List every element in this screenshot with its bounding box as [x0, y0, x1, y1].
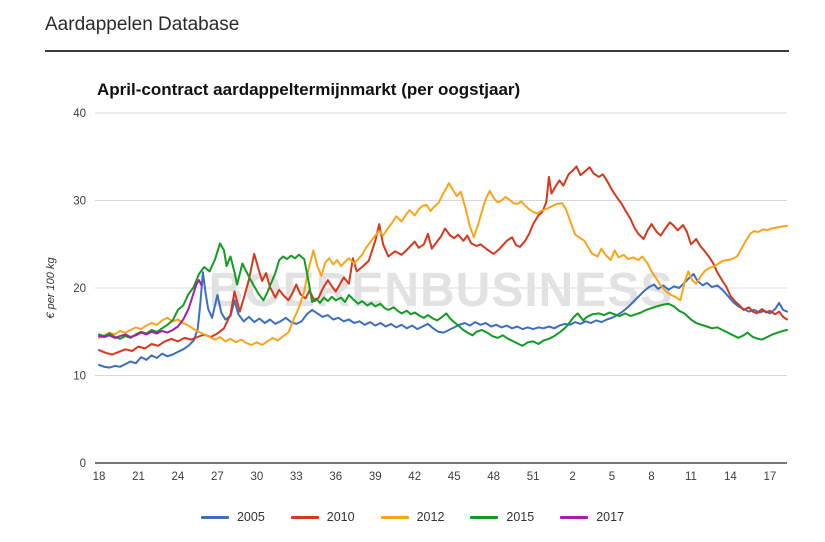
y-axis-title: € per 100 kg: [45, 257, 57, 319]
legend-item-2017[interactable]: 2017: [560, 510, 624, 524]
x-tick-label: 2: [569, 471, 575, 483]
legend-swatch-2012-icon: [380, 515, 409, 519]
legend-item-2010[interactable]: 2010: [290, 510, 355, 524]
series-2010-line: [98, 165, 788, 356]
chart-legend: 2005 2010 2012 2015 2017: [0, 510, 825, 524]
watermark: BOERENBUSINESS: [209, 264, 674, 317]
x-tick-label: 11: [685, 471, 697, 483]
legend-swatch-2010-icon: [290, 515, 319, 519]
x-tick-label: 51: [527, 471, 540, 483]
x-tick-label: 18: [93, 471, 106, 483]
x-tick-label: 33: [290, 471, 303, 483]
x-tick-label: 48: [487, 471, 500, 483]
x-tick-label: 24: [172, 471, 185, 483]
legend-swatch-2005-icon: [200, 515, 229, 519]
x-tick-label: 21: [132, 471, 145, 483]
x-tick-label: 30: [251, 471, 264, 483]
series-2015-line: [98, 242, 788, 347]
legend-label: 2005: [236, 510, 265, 524]
y-tick-label: 20: [73, 283, 86, 295]
series-2005-line: [98, 271, 788, 369]
y-tick-label: 30: [73, 196, 86, 208]
series-2017-line: [98, 279, 203, 339]
legend-item-2012[interactable]: 2012: [380, 510, 445, 524]
x-tick-label: 5: [609, 471, 615, 483]
chart-title: April-contract aardappeltermijnmarkt (pe…: [97, 80, 521, 99]
y-tick-label: 40: [73, 108, 86, 120]
y-tick-label: 0: [80, 458, 86, 470]
x-tick-label: 27: [211, 471, 224, 483]
x-tick-label: 17: [764, 471, 777, 483]
y-tick-label: 10: [73, 371, 86, 383]
legend-label: 2010: [326, 510, 355, 524]
header-rule: [45, 50, 789, 52]
legend-item-2015[interactable]: 2015: [470, 510, 534, 524]
x-tick-label: 45: [448, 471, 461, 483]
legend-swatch-2017-icon: [560, 515, 589, 519]
x-tick-label: 14: [724, 471, 737, 483]
legend-label: 2017: [596, 510, 625, 524]
x-tick-label: 39: [369, 471, 382, 483]
legend-swatch-2015-icon: [470, 515, 499, 519]
series-2012-line: [98, 182, 788, 346]
x-tick-label: 42: [408, 471, 421, 483]
legend-item-2005[interactable]: 2005: [200, 510, 265, 524]
page-title: Aardappelen Database: [45, 14, 240, 35]
legend-label: 2015: [506, 510, 535, 524]
legend-label: 2012: [416, 510, 445, 524]
x-tick-label: 36: [329, 471, 342, 483]
x-tick-label: 8: [648, 471, 654, 483]
